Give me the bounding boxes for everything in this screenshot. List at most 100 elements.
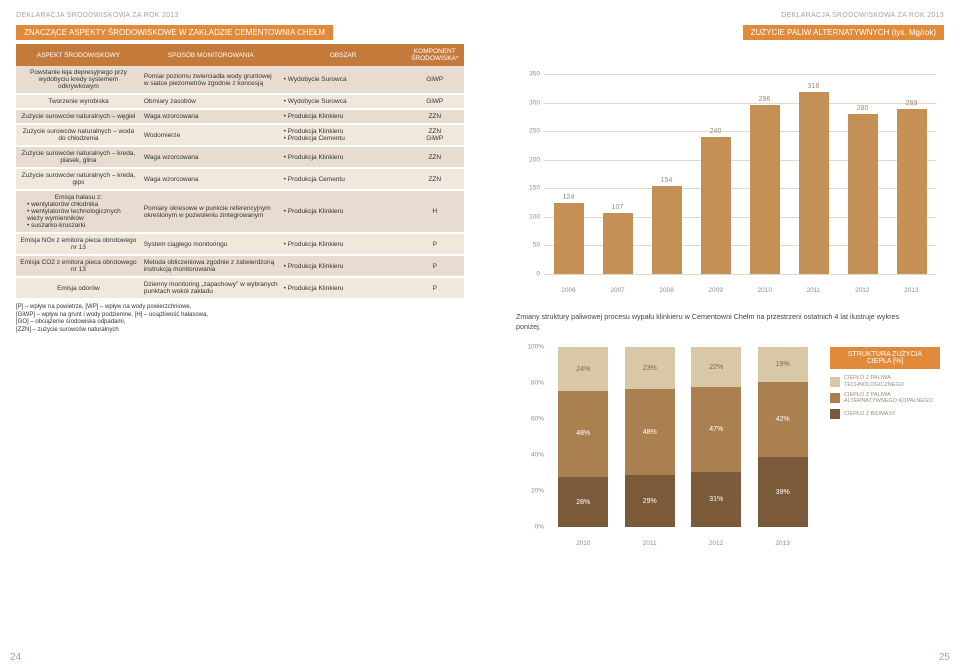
table-header: ASPEKT ŚRODOWISKOWY bbox=[16, 44, 141, 66]
y-axis-label: 20% bbox=[516, 488, 544, 495]
stacked-segment: 47% bbox=[691, 387, 741, 472]
stacked-segment: 19% bbox=[758, 347, 808, 381]
bar-value-label: 107 bbox=[612, 204, 624, 211]
stacked-segment: 48% bbox=[625, 389, 675, 475]
table-row: Zużycie surowców naturalnych – kreda, gi… bbox=[16, 168, 464, 190]
monitoring-cell: Pomiary okresowe w punkcie referencyjnym… bbox=[141, 190, 281, 233]
stacked-column: 19%42%39% bbox=[758, 347, 808, 527]
table-row: Emisja CO2 z emitora pieca obrotowego nr… bbox=[16, 255, 464, 277]
y-axis-label: 100% bbox=[516, 344, 544, 351]
component-cell: ZZN bbox=[406, 109, 464, 124]
header-right: DEKLARACJA ŚRODOWISKOWA ZA ROK 2013 bbox=[496, 12, 944, 19]
x-axis-label: 2010 bbox=[757, 287, 771, 294]
monitoring-cell: Obmiary zasobów bbox=[141, 94, 281, 109]
legend-label: CIEPŁO Z BIOMASY bbox=[844, 411, 896, 417]
aspect-cell: Tworzenie wyrobiska bbox=[16, 94, 141, 109]
x-axis-label: 2013 bbox=[775, 540, 789, 547]
stacked-segment: 39% bbox=[758, 457, 808, 527]
component-cell: H bbox=[406, 190, 464, 233]
table-header: SPOSÓB MONITOROWANIA bbox=[141, 44, 281, 66]
aspect-cell: Emisja NOx z emitora pieca obrotowego nr… bbox=[16, 233, 141, 255]
aspect-cell: Zużycie surowców naturalnych – kreda, pi… bbox=[16, 146, 141, 168]
aspect-cell: Zużycie surowców naturalnych – węgiel bbox=[16, 109, 141, 124]
mid-paragraph: Zmiany struktury paliwowej procesu wypał… bbox=[516, 312, 924, 331]
table-header: OBSZAR bbox=[281, 44, 406, 66]
stacked-segment: 28% bbox=[558, 477, 608, 527]
stacked-segment: 29% bbox=[625, 475, 675, 527]
aspect-cell: Powstanie leja depresyjnego przy wydobyc… bbox=[16, 66, 141, 94]
table-row: Zużycie surowców naturalnych – węgielWag… bbox=[16, 109, 464, 124]
monitoring-cell: Waga wzorcowana bbox=[141, 146, 281, 168]
legend-label: CIEPŁO Z PALIWA TECHNOLOGICZNEGO bbox=[844, 375, 940, 388]
area-cell: Wydobycie Surowca bbox=[281, 66, 406, 94]
monitoring-cell: Waga wzorcowana bbox=[141, 109, 281, 124]
legend-label: CIEPŁO Z PALIWA ALTERNATYWNEGO KOPALNEGO bbox=[844, 392, 940, 405]
aspect-cell: Emisja hałasu z:• wentylatorów chłodnika… bbox=[16, 190, 141, 233]
monitoring-cell: Dzienny monitoring „zapachowy" w wybrany… bbox=[141, 277, 281, 299]
bar: 289 bbox=[892, 100, 932, 274]
stacked-column: 22%47%31% bbox=[691, 347, 741, 527]
component-cell: P bbox=[406, 277, 464, 299]
table-footnote: [P] – wpływ na powietrze, [WP] – wpływ n… bbox=[16, 304, 464, 334]
y-axis-label: 50 bbox=[516, 242, 540, 249]
stacked-column: 23%48%29% bbox=[625, 347, 675, 527]
y-axis-label: 40% bbox=[516, 452, 544, 459]
stacked-legend: STRUKTURA ZUŻYCIA CIEPŁA [%] CIEPŁO Z PAL… bbox=[830, 347, 940, 547]
table-row: Emisja hałasu z:• wentylatorów chłodnika… bbox=[16, 190, 464, 233]
right-title-bar: ZUŻYCIE PALIW ALTERNATYWNYCH (tys. Mg/ro… bbox=[743, 25, 944, 40]
component-cell: ZZN bbox=[406, 146, 464, 168]
monitoring-cell: Metoda obliczeniowa zgodnie z zatwierdzo… bbox=[141, 255, 281, 277]
area-cell: Produkcja Klinkieru bbox=[281, 233, 406, 255]
x-axis-label: 2011 bbox=[807, 287, 821, 294]
component-cell: P bbox=[406, 255, 464, 277]
area-cell: Produkcja Klinkieru bbox=[281, 146, 406, 168]
bar-value-label: 318 bbox=[808, 83, 820, 90]
monitoring-cell: Pomiar poziomu zwierciadła wody gruntowe… bbox=[141, 66, 281, 94]
y-axis-label: 0% bbox=[516, 524, 544, 531]
legend-title: STRUKTURA ZUŻYCIA CIEPŁA [%] bbox=[830, 347, 940, 369]
aspect-cell: Zużycie surowców naturalnych – woda do c… bbox=[16, 124, 141, 146]
area-cell: Produkcja Klinkieru bbox=[281, 109, 406, 124]
legend-swatch bbox=[830, 409, 840, 419]
table-row: Tworzenie wyrobiskaObmiary zasobówWydoby… bbox=[16, 94, 464, 109]
y-axis-label: 100 bbox=[516, 213, 540, 220]
bar-value-label: 154 bbox=[661, 177, 673, 184]
x-axis-label: 2011 bbox=[643, 540, 657, 547]
legend-item: CIEPŁO Z PALIWA ALTERNATYWNEGO KOPALNEGO bbox=[830, 392, 940, 405]
aspect-cell: Emisja CO2 z emitora pieca obrotowego nr… bbox=[16, 255, 141, 277]
stacked-column: 24%48%28% bbox=[558, 347, 608, 527]
bar: 124 bbox=[549, 194, 589, 274]
y-axis-label: 80% bbox=[516, 380, 544, 387]
legend-item: CIEPŁO Z PALIWA TECHNOLOGICZNEGO bbox=[830, 375, 940, 388]
area-cell: Wydobycie Surowca bbox=[281, 94, 406, 109]
stacked-segment: 31% bbox=[691, 472, 741, 528]
bar: 296 bbox=[745, 96, 785, 274]
stacked-segment: 42% bbox=[758, 382, 808, 458]
bar: 154 bbox=[647, 177, 687, 274]
x-axis-label: 2006 bbox=[561, 287, 575, 294]
page-num-right: 25 bbox=[939, 652, 950, 663]
legend-item: CIEPŁO Z BIOMASY bbox=[830, 409, 940, 419]
bar-value-label: 124 bbox=[563, 194, 575, 201]
stacked-segment: 23% bbox=[625, 347, 675, 388]
legend-swatch bbox=[830, 377, 840, 387]
component-cell: P bbox=[406, 233, 464, 255]
area-cell: Produkcja Klinkieru bbox=[281, 190, 406, 233]
stacked-segment: 22% bbox=[691, 347, 741, 387]
y-axis-label: 0 bbox=[516, 271, 540, 278]
monitoring-cell: Waga wzorcowana bbox=[141, 168, 281, 190]
bar: 107 bbox=[598, 204, 638, 274]
bar: 280 bbox=[843, 105, 883, 274]
page-num-left: 24 bbox=[10, 652, 21, 663]
component-cell: ZZN bbox=[406, 168, 464, 190]
stacked-segment: 24% bbox=[558, 347, 608, 390]
area-cell: Produkcja KlinkieruProdukcja Cementu bbox=[281, 124, 406, 146]
bar-value-label: 240 bbox=[710, 128, 722, 135]
table-row: Emisja odorówDzienny monitoring „zapacho… bbox=[16, 277, 464, 299]
table-row: Zużycie surowców naturalnych – woda do c… bbox=[16, 124, 464, 146]
bar: 240 bbox=[696, 128, 736, 274]
y-axis-label: 150 bbox=[516, 185, 540, 192]
x-axis-label: 2013 bbox=[904, 287, 918, 294]
x-axis-label: 2012 bbox=[709, 540, 723, 547]
left-title-bar: ZNACZĄCE ASPEKTY ŚRODOWISKOWE W ZAKŁADZI… bbox=[16, 25, 333, 40]
